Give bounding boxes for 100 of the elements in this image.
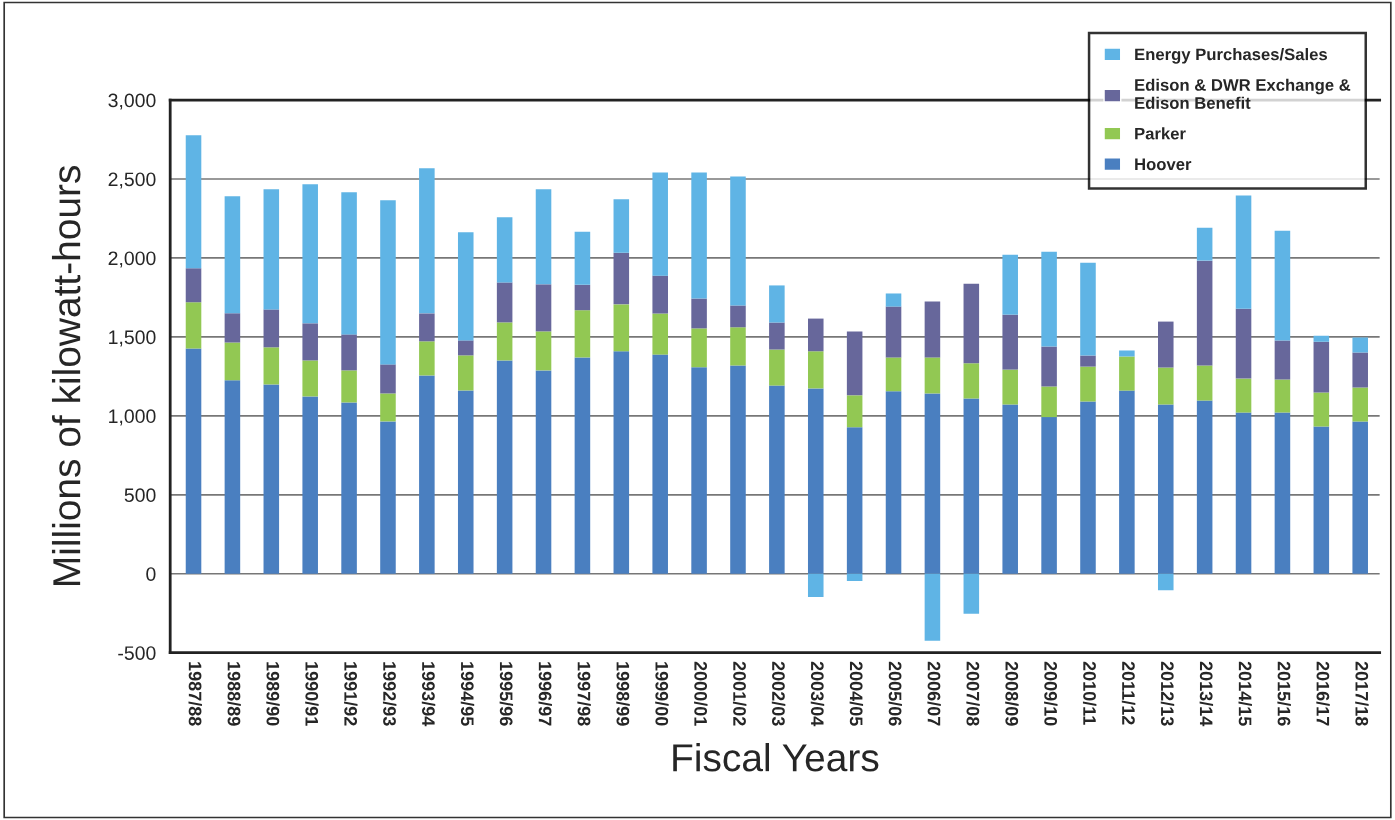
- x-tick-label: 1992/93: [382, 662, 397, 726]
- bar: [1080, 262, 1096, 356]
- bar: [263, 189, 280, 310]
- x-tick-label: 1994/95: [460, 662, 475, 726]
- x-tick-label: 2004/05: [849, 661, 864, 726]
- bar: [574, 357, 591, 574]
- bar: [691, 367, 707, 574]
- bar: [613, 304, 630, 352]
- bar: [1080, 366, 1096, 402]
- bar: [496, 217, 513, 283]
- x-tick-label: 2003/04: [810, 661, 825, 727]
- legend-label: Hoover: [1135, 158, 1192, 171]
- bar: [885, 391, 902, 574]
- bar: [535, 189, 552, 285]
- bar: [263, 347, 280, 385]
- bar: [457, 390, 474, 574]
- x-tick-label: 2011/12: [1121, 661, 1136, 725]
- bar: [1235, 412, 1252, 574]
- x-tick-label: 2009/10: [1044, 661, 1058, 726]
- x-tick-label: 2002/03: [771, 661, 786, 726]
- x-tick-label: 1987/88: [188, 662, 202, 726]
- bar: [730, 327, 746, 366]
- bar: [885, 357, 902, 392]
- y-tick-label: 500: [124, 488, 156, 503]
- y-tick-label: 0: [146, 567, 156, 581]
- bar: [341, 192, 357, 335]
- bar: [496, 322, 513, 361]
- bar: [380, 200, 396, 365]
- bar: [1196, 400, 1213, 574]
- bar: [341, 402, 357, 574]
- bar: [263, 384, 280, 574]
- y-tick-label: 2,000: [108, 251, 156, 268]
- y-tick-label: -500: [118, 646, 156, 660]
- bar: [574, 284, 591, 311]
- x-axis-title: Fiscal Years: [673, 742, 879, 772]
- bar: [613, 252, 630, 305]
- legend-label: Parker: [1135, 127, 1186, 140]
- bar: [846, 427, 863, 574]
- legend-label: Edison & DWR Exchange & Edison Benefit: [1135, 78, 1351, 109]
- bar: [1235, 195, 1252, 309]
- bar: [1041, 386, 1057, 418]
- bar: [963, 363, 980, 399]
- bar: [574, 231, 591, 285]
- bar: [924, 301, 941, 358]
- bar: [846, 331, 863, 396]
- bar: [1313, 426, 1330, 574]
- x-tick-label: 2013/14: [1199, 661, 1214, 727]
- x-tick-label: 2017/18: [1355, 661, 1369, 726]
- bar: [302, 360, 318, 397]
- bar: [963, 398, 980, 574]
- bar: [963, 573, 980, 614]
- bar: [1274, 379, 1291, 413]
- bar: [1352, 352, 1368, 388]
- bar: [1002, 254, 1018, 315]
- bar: [924, 357, 941, 394]
- bar: [302, 323, 318, 361]
- bar: [846, 395, 863, 428]
- x-tick-label: 1996/97: [538, 662, 552, 726]
- y-tick-label: 1,500: [109, 330, 156, 347]
- bar: [1196, 260, 1213, 366]
- x-tick-label: 2016/17: [1316, 661, 1330, 726]
- bar: [730, 305, 746, 328]
- bar: [1313, 335, 1330, 342]
- bar: [302, 396, 318, 574]
- bar: [1235, 308, 1252, 379]
- x-tick-label: 2001/02: [732, 661, 747, 726]
- bar: [1274, 340, 1291, 380]
- bar: [807, 388, 824, 574]
- bar: [341, 334, 357, 371]
- bar: [496, 360, 513, 574]
- bar: [1157, 321, 1174, 368]
- bar: [185, 348, 202, 574]
- x-tick-label: 1991/92: [344, 662, 358, 726]
- x-tick-label: 2012/13: [1160, 661, 1175, 726]
- bar: [769, 285, 785, 323]
- bar: [1080, 355, 1096, 367]
- bar: [457, 340, 474, 356]
- bar: [1352, 387, 1368, 422]
- x-tick-label: 1990/91: [305, 662, 319, 726]
- bar: [419, 168, 435, 314]
- x-tick-label: 2006/07: [927, 661, 941, 726]
- x-tick-label: 1993/94: [421, 662, 436, 727]
- bar: [1196, 365, 1213, 401]
- bar: [185, 302, 202, 349]
- x-tick-label: 2014/15: [1238, 661, 1252, 726]
- bar: [341, 370, 357, 403]
- bar: [1274, 412, 1291, 574]
- bar: [419, 375, 435, 574]
- bar: [457, 232, 474, 341]
- x-tick-label: 2008/09: [1005, 661, 1019, 726]
- bar: [1352, 421, 1368, 574]
- bar: [885, 306, 902, 358]
- bar: [224, 380, 241, 574]
- bar: [963, 283, 980, 364]
- bar: [1002, 404, 1018, 574]
- bar: [380, 364, 396, 394]
- bar: [924, 573, 941, 641]
- bar: [1002, 314, 1018, 370]
- bar: [1157, 573, 1174, 591]
- bar: [185, 268, 202, 303]
